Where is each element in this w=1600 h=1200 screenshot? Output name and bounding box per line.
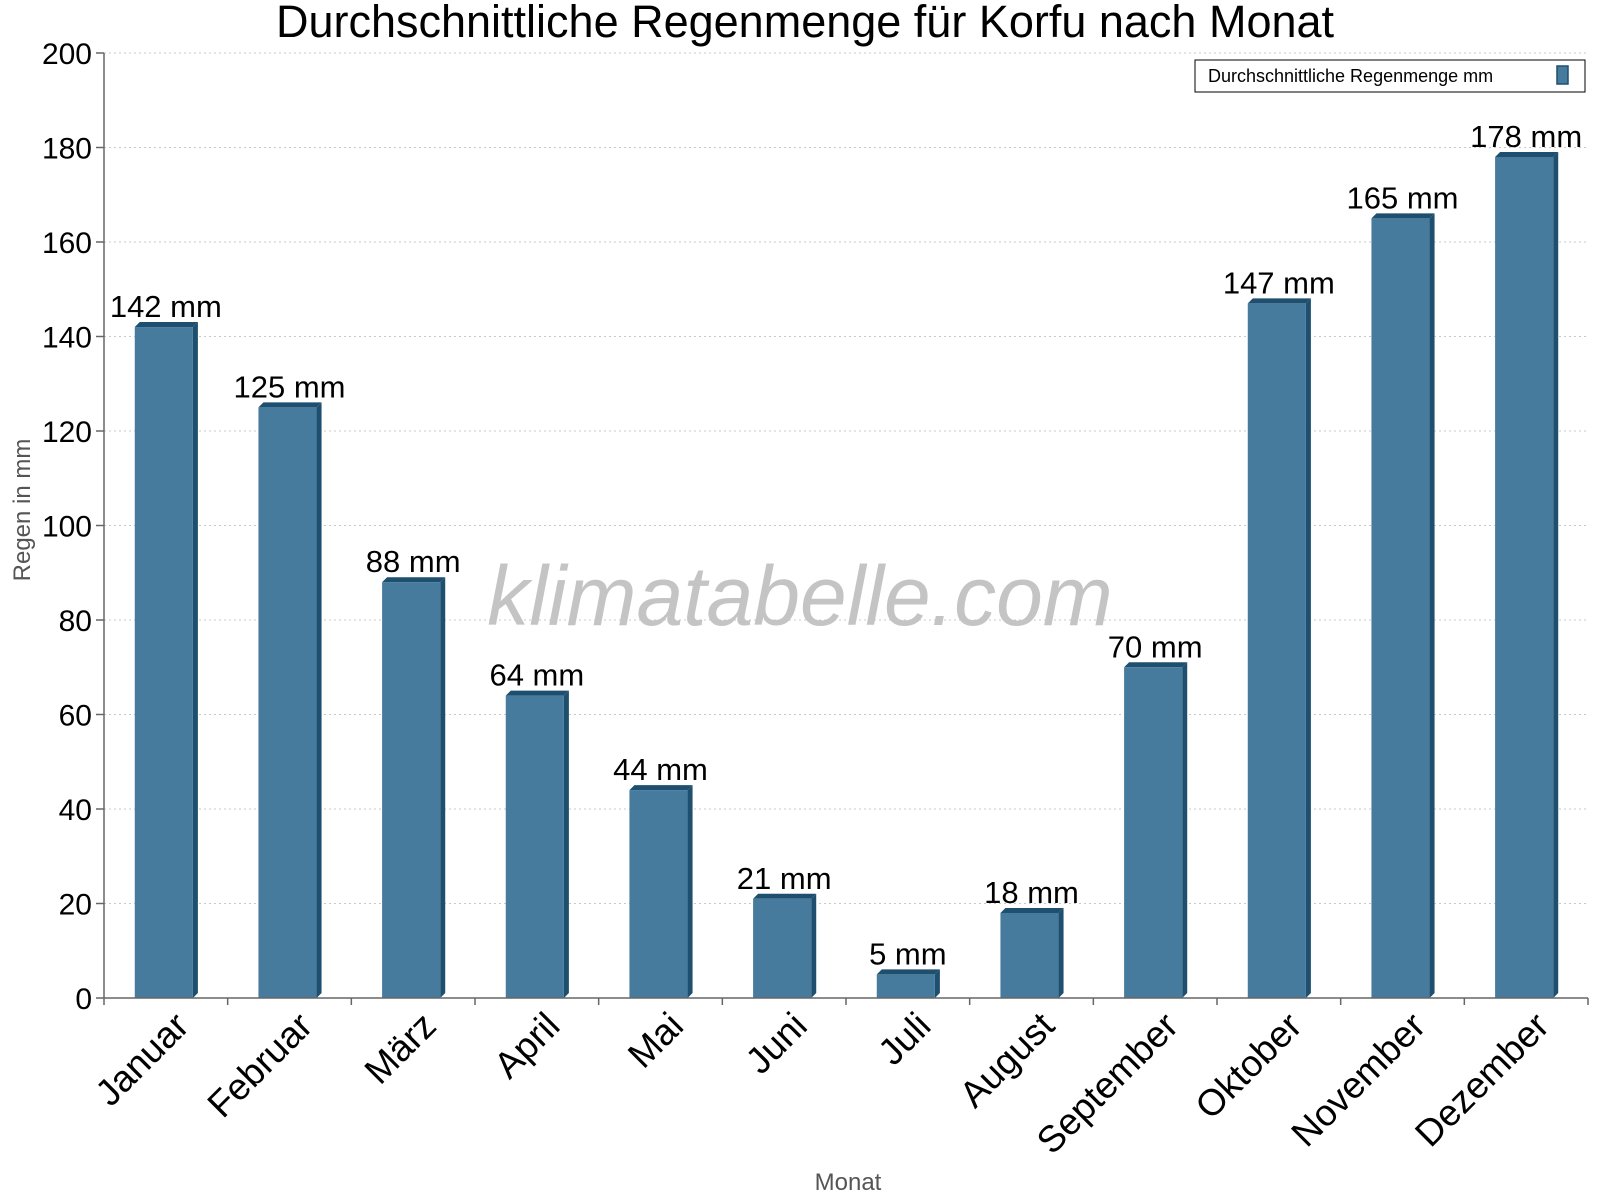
x-tick-label: Mai: [620, 1005, 691, 1076]
x-axis-ticks: Januar Februar März April Mai Juni Juli AugustS…: [87, 998, 1589, 1162]
chart-title: Durchschnittliche Regenmenge für Korfu n…: [276, 0, 1335, 47]
bar-side: [1058, 907, 1064, 998]
x-tick-label: Oktober: [1187, 1005, 1309, 1127]
bar-side: [440, 577, 446, 998]
bar-top: [258, 402, 322, 408]
bar-group: 18 mm: [984, 875, 1079, 998]
bar-side: [1429, 213, 1435, 998]
bar: [258, 407, 317, 998]
bar-side: [934, 969, 940, 998]
bar: [629, 790, 688, 998]
x-tick-label: März: [357, 1005, 444, 1092]
data-label: 64 mm: [489, 658, 584, 693]
gridlines: [104, 52, 1588, 904]
data-label: 88 mm: [366, 544, 461, 579]
data-label: 147 mm: [1223, 265, 1335, 300]
x-tick-label: Juni: [738, 1005, 815, 1082]
bar-top: [1000, 907, 1064, 913]
x-tick-label: April: [486, 1005, 567, 1086]
y-tick-label: 140: [42, 322, 92, 355]
bar-group: 178 mm: [1470, 119, 1582, 998]
x-tick-label: Dezember: [1407, 1005, 1557, 1155]
bar-top: [382, 577, 446, 583]
bar-group: 5 mm: [869, 936, 947, 998]
y-tick-label: 80: [59, 605, 92, 638]
data-label: 21 mm: [737, 861, 832, 896]
bar-group: 165 mm: [1347, 180, 1459, 998]
data-label: 44 mm: [613, 752, 708, 787]
bar-top: [876, 969, 940, 975]
bar-group: 64 mm: [489, 658, 584, 998]
bar: [753, 898, 812, 998]
y-axis-title: Regen in mm: [9, 439, 36, 582]
y-axis-ticks: 0 20 40 60 80 100 120 140 160 180 200: [42, 38, 104, 1016]
y-tick-label: 180: [42, 133, 92, 166]
x-tick-label: November: [1283, 1005, 1433, 1155]
y-tick-label: 60: [59, 700, 92, 733]
data-label: 5 mm: [869, 936, 947, 971]
data-label: 178 mm: [1470, 119, 1582, 154]
bar-top: [1371, 213, 1435, 219]
watermark: klimatabelle.com: [487, 549, 1113, 643]
bar-top: [505, 690, 569, 696]
bar-side: [687, 785, 693, 998]
bar: [1000, 912, 1059, 998]
bar-group: 21 mm: [737, 861, 832, 998]
bar-group: 70 mm: [1108, 629, 1203, 998]
bar: [1495, 156, 1554, 998]
y-tick-label: 0: [75, 983, 92, 1016]
x-tick-label: Januar: [87, 1005, 196, 1114]
bar-side: [1182, 662, 1188, 998]
bar-top: [753, 893, 817, 899]
bar: [1247, 303, 1306, 998]
data-label: 18 mm: [984, 875, 1079, 910]
x-tick-label: August: [952, 1004, 1063, 1115]
bar-side: [563, 690, 569, 998]
bar: [505, 695, 564, 998]
bar: [134, 327, 193, 998]
y-tick-label: 200: [42, 38, 92, 71]
bar-top: [1495, 151, 1559, 157]
bar-series: 142 mm 125 mm 88 mm 64 mm 44 mm 21 mm 5 mm 18 m…: [110, 119, 1582, 998]
bar-group: 88 mm: [366, 544, 461, 998]
y-tick-label: 120: [42, 416, 92, 449]
bar-side: [192, 322, 198, 998]
data-label: 70 mm: [1108, 629, 1203, 664]
data-label: 142 mm: [110, 289, 222, 324]
y-tick-label: 160: [42, 227, 92, 260]
x-tick-label: Juli: [870, 1005, 938, 1073]
bar-top: [134, 322, 198, 328]
bar: [1371, 218, 1430, 998]
bar-side: [811, 893, 817, 998]
x-tick-label: Februar: [200, 1005, 321, 1126]
data-label: 165 mm: [1347, 180, 1459, 215]
bar-group: 125 mm: [234, 369, 346, 998]
bar: [1124, 667, 1183, 998]
bar-side: [1305, 298, 1311, 998]
bar-side: [1553, 151, 1559, 998]
legend: Durchschnittliche Regenmenge mm: [1194, 59, 1586, 93]
y-tick-label: 20: [59, 889, 92, 922]
data-label: 125 mm: [234, 369, 346, 404]
y-tick-label: 100: [42, 511, 92, 544]
bar-group: 142 mm: [110, 289, 222, 998]
bar: [382, 582, 441, 998]
bar-top: [1247, 298, 1311, 304]
x-axis-title: Monat: [815, 1169, 882, 1196]
bar-side: [316, 402, 322, 998]
bar-group: 147 mm: [1223, 265, 1335, 998]
legend-box: [1194, 59, 1586, 93]
legend-label: Durchschnittliche Regenmenge mm: [1208, 66, 1493, 86]
y-tick-label: 40: [59, 794, 92, 827]
bar-top: [629, 785, 693, 791]
bar-top: [1124, 662, 1188, 668]
bar-group: 44 mm: [613, 752, 708, 998]
legend-swatch: [1556, 65, 1569, 85]
bar: [876, 974, 935, 998]
